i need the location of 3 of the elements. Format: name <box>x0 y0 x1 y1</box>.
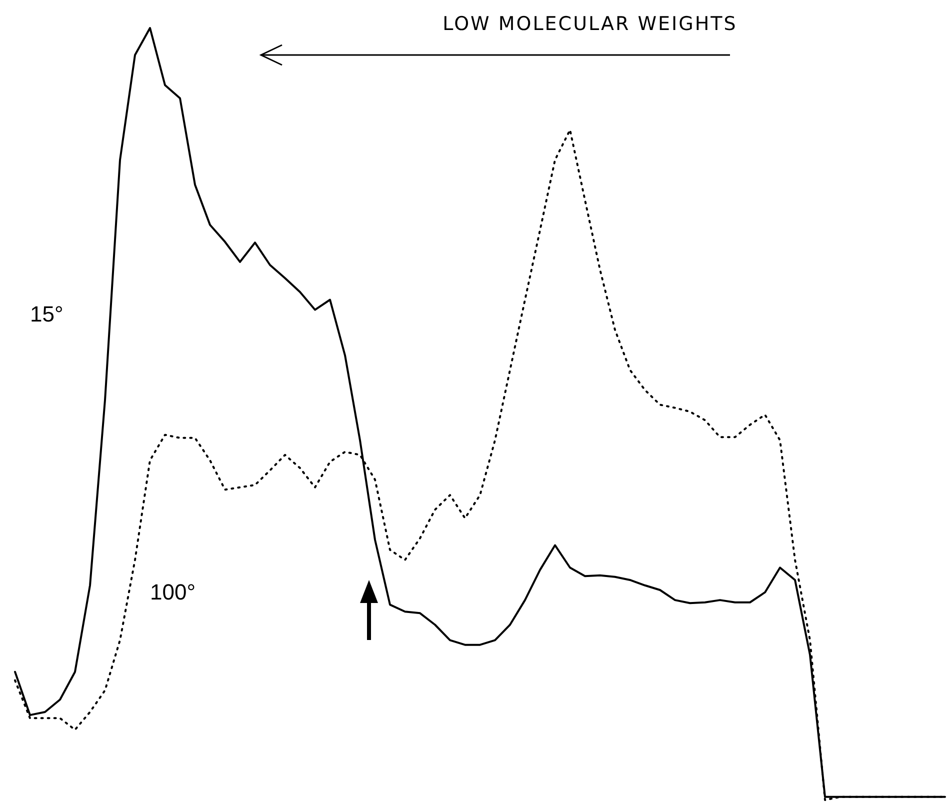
annotation: LOW MOLECULAR WEIGHTS <box>442 13 738 35</box>
text: 15° <box>30 301 64 326</box>
series-label: 100° <box>150 579 196 604</box>
